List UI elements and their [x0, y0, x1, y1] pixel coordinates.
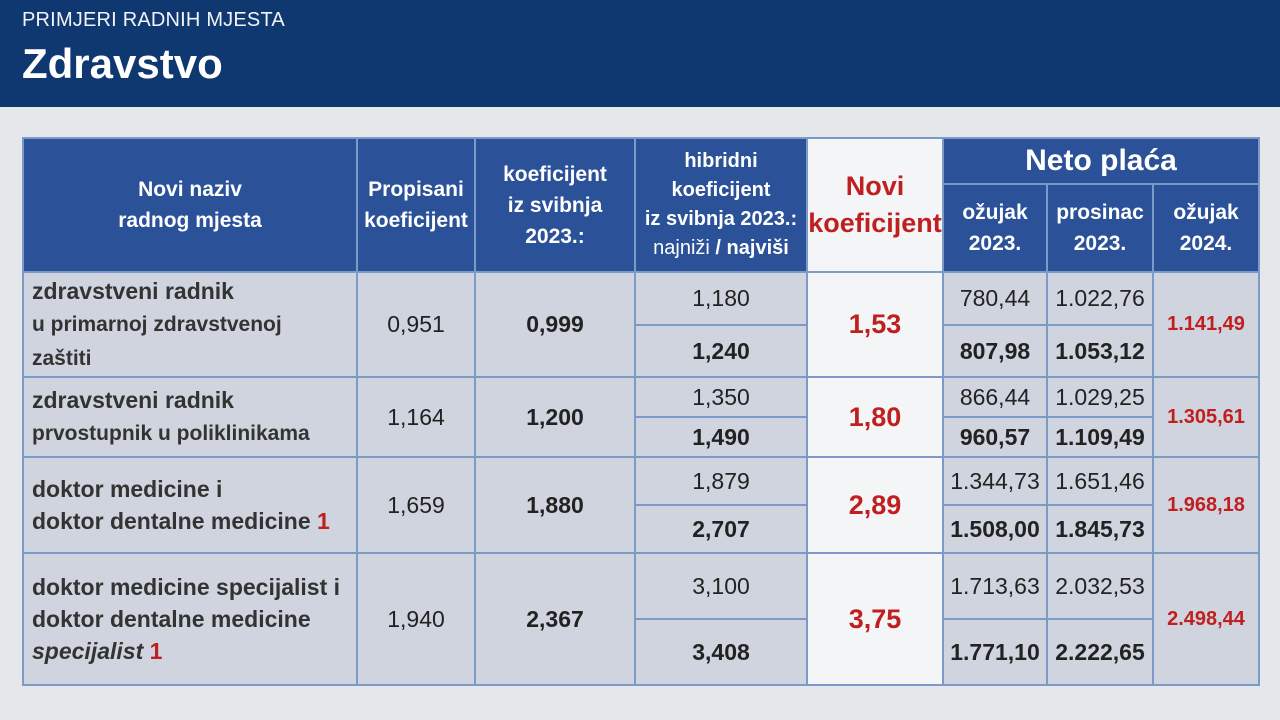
header-novi-koeficijent: Novi koeficijent [806, 137, 944, 273]
cell-prosinac23-low: 1.029,25 [1046, 376, 1154, 418]
cell-hibrid-low: 1,180 [634, 271, 808, 326]
cell-hibrid-high: 2,707 [634, 504, 808, 554]
cell-prosinac23-low: 1.022,76 [1046, 271, 1154, 326]
header-name: Novi naziv radnog mjesta [22, 137, 358, 273]
header-ozujak-2024: ožujak 2024. [1151, 183, 1261, 273]
cell-prosinac23-low: 1.651,46 [1046, 456, 1154, 506]
header-neto-placa: Neto plaća [941, 137, 1261, 185]
row-name-line1: zdravstveni radnik [32, 277, 234, 304]
cell-hibrid-low: 3,100 [634, 552, 808, 620]
cell-hibrid-high: 1,240 [634, 324, 808, 378]
table-row: doktor medicine specijalist i doktor den… [22, 552, 1261, 686]
cell-ozujak23-high: 1.771,10 [942, 618, 1048, 686]
cell-hibrid-low: 1,879 [634, 456, 808, 506]
header-prosinac-2023: prosinac 2023. [1046, 183, 1154, 273]
cell-prosinac23-high: 2.222,65 [1046, 618, 1154, 686]
cell-ozujak23-high: 960,57 [942, 416, 1048, 458]
slide-header: PRIMJERI RADNIH MJESTA Zdravstvo [0, 0, 1280, 107]
cell-ozujak24: 1.305,61 [1151, 376, 1261, 458]
header-propisani-line2: koeficijent [364, 209, 468, 232]
header-ozujak24-line2: 2024. [1179, 232, 1233, 255]
cell-hibrid-high: 3,408 [634, 618, 808, 686]
row-name: zdravstveni radnik prvostupnik u polikli… [22, 376, 358, 458]
header-novi-line2: koeficijent [808, 208, 942, 238]
cell-propisani: 1,659 [356, 456, 476, 554]
table-row: 2,707 1.508,00 1.845,73 [23, 504, 1259, 554]
header-hibrid: hibridni koeficijent iz svibnja 2023.: n… [634, 137, 808, 273]
cell-ozujak23-low: 1.344,73 [942, 456, 1048, 506]
row-name: doktor medicine i doktor dentalne medici… [22, 456, 358, 554]
cell-prosinac23-low: 2.032,53 [1046, 552, 1154, 620]
header-ozujak23-line1: ožujak [962, 201, 1028, 224]
cell-hibrid-low: 1,350 [634, 376, 808, 418]
cell-ozujak24: 1.141,49 [1151, 271, 1261, 378]
cell-ozujak23-high: 1.508,00 [942, 504, 1048, 554]
header-novi-line1: Novi [845, 171, 905, 201]
table-row: 1,240 807,98 1.053,12 [23, 324, 1259, 378]
cell-svibanj: 2,367 [474, 552, 636, 686]
cell-ozujak23-low: 1.713,63 [942, 552, 1048, 620]
header-svibanj-line1: koeficijent [503, 162, 607, 186]
salary-table-container: Novi naziv radnog mjesta Propisani koefi… [22, 137, 1261, 688]
header-hibrid-low: najniži [653, 237, 710, 259]
row-name-line2: u primarnoj zdravstvenoj [32, 312, 282, 336]
slide-kicker: PRIMJERI RADNIH MJESTA [22, 9, 285, 31]
header-ozujak-2023: ožujak 2023. [942, 183, 1048, 273]
table-row: doktor medicine i doktor dentalne medici… [22, 456, 1261, 554]
row-name-line2: prvostupnik u poliklinikama [32, 422, 310, 445]
header-name-line2: radnog mjesta [118, 209, 262, 232]
header-hibrid-high: najviši [726, 237, 789, 259]
cell-hibrid-high: 1,490 [634, 416, 808, 458]
cell-novi: 3,75 [806, 552, 944, 686]
footnote-marker: 1 [317, 508, 330, 534]
header-prosinac23-line2: 2023. [1073, 232, 1127, 255]
header-svibanj-line3: 2023.: [525, 224, 585, 248]
row-name-line1: doktor medicine i [32, 476, 223, 502]
cell-svibanj: 0,999 [474, 271, 636, 378]
header-prosinac23-line1: prosinac [1056, 201, 1144, 224]
cell-novi: 2,89 [806, 456, 944, 554]
cell-svibanj: 1,200 [474, 376, 636, 458]
cell-prosinac23-high: 1.845,73 [1046, 504, 1154, 554]
cell-propisani: 0,951 [356, 271, 476, 378]
header-svibanj-line2: iz svibnja [507, 193, 603, 217]
row-name-line3: zaštiti [32, 346, 92, 370]
row-name-line1: zdravstveni radnik [32, 387, 234, 413]
row-name-line2: doktor dentalne medicine [32, 606, 311, 632]
header-hibrid-line2: koeficijent [671, 179, 771, 201]
header-name-line1: Novi naziv [138, 178, 242, 201]
header-ozujak23-line2: 2023. [968, 232, 1022, 255]
table-row: zdravstveni radnik prvostupnik u polikli… [22, 376, 1261, 458]
header-hibrid-sep: / [709, 237, 727, 259]
header-propisani-line1: Propisani [368, 178, 464, 201]
cell-prosinac23-high: 1.109,49 [1046, 416, 1154, 458]
header-hibrid-line1: hibridni [684, 150, 758, 172]
cell-novi: 1,80 [806, 376, 944, 458]
table-row: 3,408 1.771,10 2.222,65 [23, 618, 1259, 686]
cell-novi: 1,53 [806, 271, 944, 378]
footnote-marker: 1 [149, 638, 163, 664]
row-name-line1: doktor medicine specijalist i [32, 574, 341, 600]
cell-ozujak24: 2.498,44 [1151, 552, 1261, 686]
cell-ozujak24: 1.968,18 [1151, 456, 1261, 554]
table-row: 1,490 960,57 1.109,49 [23, 416, 1259, 458]
row-name: zdravstveni radnik u primarnoj zdravstve… [22, 271, 358, 378]
cell-svibanj: 1,880 [474, 456, 636, 554]
row-name: doktor medicine specijalist i doktor den… [22, 552, 358, 686]
cell-propisani: 1,940 [356, 552, 476, 686]
header-svibanj: koeficijent iz svibnja 2023.: [474, 137, 636, 273]
cell-prosinac23-high: 1.053,12 [1046, 324, 1154, 378]
slide-title: Zdravstvo [22, 40, 223, 87]
row-name-line3: specijalist [32, 638, 144, 664]
cell-ozujak23-low: 866,44 [942, 376, 1048, 418]
header-ozujak24-line1: ožujak [1173, 201, 1239, 224]
cell-ozujak23-high: 807,98 [942, 324, 1048, 378]
cell-ozujak23-low: 780,44 [942, 271, 1048, 326]
salary-table: Novi naziv radnog mjesta Propisani koefi… [22, 137, 1261, 686]
table-row: zdravstveni radnik u primarnoj zdravstve… [22, 271, 1261, 378]
header-hibrid-line3: iz svibnja 2023.: [644, 208, 798, 230]
header-propisani: Propisani koeficijent [356, 137, 476, 273]
row-name-line2: doktor dentalne medicine [32, 508, 311, 534]
cell-propisani: 1,164 [356, 376, 476, 458]
